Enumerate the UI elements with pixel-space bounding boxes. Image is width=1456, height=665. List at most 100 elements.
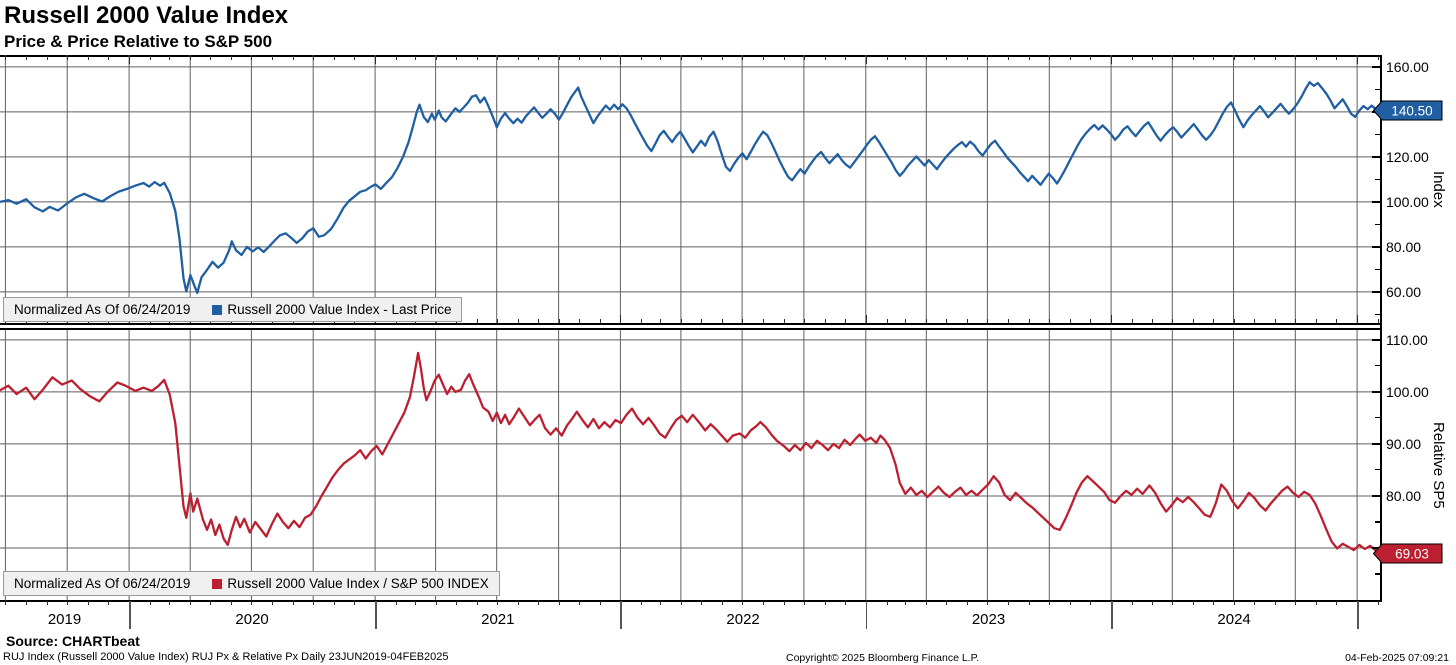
x-axis-month-tick [5,601,7,605]
relative-panel [0,330,1380,600]
x-axis-tick-top [354,56,356,60]
x-axis-month-tick [967,601,969,605]
price-tag-arrow [1372,543,1443,563]
x-axis-tick-top [1151,56,1153,60]
x-axis-tick-separator [517,319,519,323]
x-axis-tick-top [538,56,540,60]
x-axis-tick-separator [701,319,703,323]
y-axis-major-tick [1372,443,1381,445]
x-axis-tick-separator [844,319,846,323]
price-tag-shape: 69.03 [1372,543,1443,563]
x-axis-tick-separator [905,319,907,323]
right-axis-line [1380,55,1382,602]
x-axis-tick-separator [967,319,969,323]
price-legend-series-name: Russell 2000 Value Index - Last Price [227,302,452,317]
x-axis-month-tick [886,601,888,605]
x-axis-month-tick [905,601,907,605]
x-axis-tick-separator [620,315,622,323]
x-axis-month-tick [1275,601,1277,605]
x-axis-month-tick [395,601,397,605]
x-axis-tick-separator [1192,319,1194,323]
x-axis-tick-separator [1132,319,1133,323]
price-panel [0,55,1380,323]
x-axis-tick-separator [783,319,785,323]
x-axis-tick-top [803,56,805,60]
x-axis-tick-separator [742,319,744,323]
x-axis-month-tick [660,601,662,605]
x-axis-month-tick [844,601,846,605]
y-axis-minor-tick [1375,178,1381,180]
x-axis-month-tick [1213,601,1215,605]
x-axis-tick-top [558,56,560,60]
x-axis-month-tick [762,601,764,605]
x-axis-month-tick [1192,601,1194,605]
x-axis-tick-top [395,56,397,60]
x-axis-month-tick [1295,601,1297,605]
x-axis-month-tick [926,601,928,605]
x-axis-tick-separator [1233,319,1235,323]
x-axis-tick-separator [1295,319,1297,323]
x-axis-month-tick [558,601,560,605]
x-axis-tick-top [334,56,336,60]
x-axis-tick-separator [803,319,805,323]
x-axis-tick-top [5,56,7,60]
x-axis-tick-separator [496,319,498,323]
x-axis-tick-top [414,56,416,60]
x-axis-tick-top [129,56,131,64]
x-axis-month-tick [1233,601,1235,605]
x-axis-tick-separator [1070,319,1072,323]
x-axis-month-tick [67,601,69,605]
x-axis-tick-separator [1336,319,1338,323]
x-axis-tick-top [905,56,907,60]
x-axis-tick-separator [926,319,928,323]
x-axis-tick-top [1336,56,1338,60]
x-axis-tick-top [108,56,110,60]
x-axis-tick-top [1233,56,1235,60]
x-axis-tick-separator [1378,319,1379,323]
x-axis-month-tick [496,601,498,605]
x-axis-tick-top [1295,56,1297,60]
x-axis-month-tick [946,601,948,605]
x-axis-month-tick [538,601,540,605]
x-axis-tick-top [1111,56,1113,64]
x-axis-tick-separator [599,319,601,323]
x-axis-year-label: 2022 [726,611,760,628]
x-axis-tick-separator [1213,319,1215,323]
x-axis-month-tick [987,601,989,605]
x-axis-tick-top [620,56,622,64]
x-axis-month-tick [579,601,581,605]
x-axis-tick-top [231,56,233,60]
y-axis-tick-label: 80.00 [1386,238,1422,255]
x-axis-tick-top [641,56,643,60]
y-axis-minor-tick [1375,365,1381,367]
x-axis-tick-separator [680,319,682,323]
x-axis-tick-top [47,56,49,60]
top-axis-line [0,55,1382,57]
x-axis-month-tick [88,601,90,605]
x-axis-tick-separator [1254,319,1256,323]
y-axis-major-tick [1372,339,1381,341]
x-axis-tick-top [1192,56,1194,60]
x-axis-year-label: 2021 [481,611,515,628]
x-axis-month-tick [251,601,253,605]
price-last-price-tag: 140.50 [1372,100,1443,121]
x-axis-month-tick [1049,601,1051,605]
x-axis-tick-top [67,56,69,60]
x-axis-year-label: 2024 [1217,611,1251,628]
y-axis-minor-tick [1375,417,1381,419]
x-axis-tick-separator [1111,315,1113,323]
x-axis-year-label: 2020 [235,611,269,628]
x-axis-tick-top [579,56,581,60]
x-axis-month-tick [293,601,295,605]
y-axis-tick-label: 160.00 [1386,58,1429,75]
x-axis-year-label: 2019 [47,611,82,628]
x-axis-tick-top [313,56,315,60]
x-axis-tick-top [721,56,723,60]
x-axis-tick-separator [1029,319,1031,323]
price-tag-shape: 140.50 [1372,100,1443,121]
x-axis-month-tick [1254,601,1256,605]
x-axis-tick-top [742,56,744,60]
price-legend: Normalized As Of 06/24/2019 Russell 2000… [3,297,463,322]
y-axis-tick-label: 100.00 [1386,383,1429,400]
